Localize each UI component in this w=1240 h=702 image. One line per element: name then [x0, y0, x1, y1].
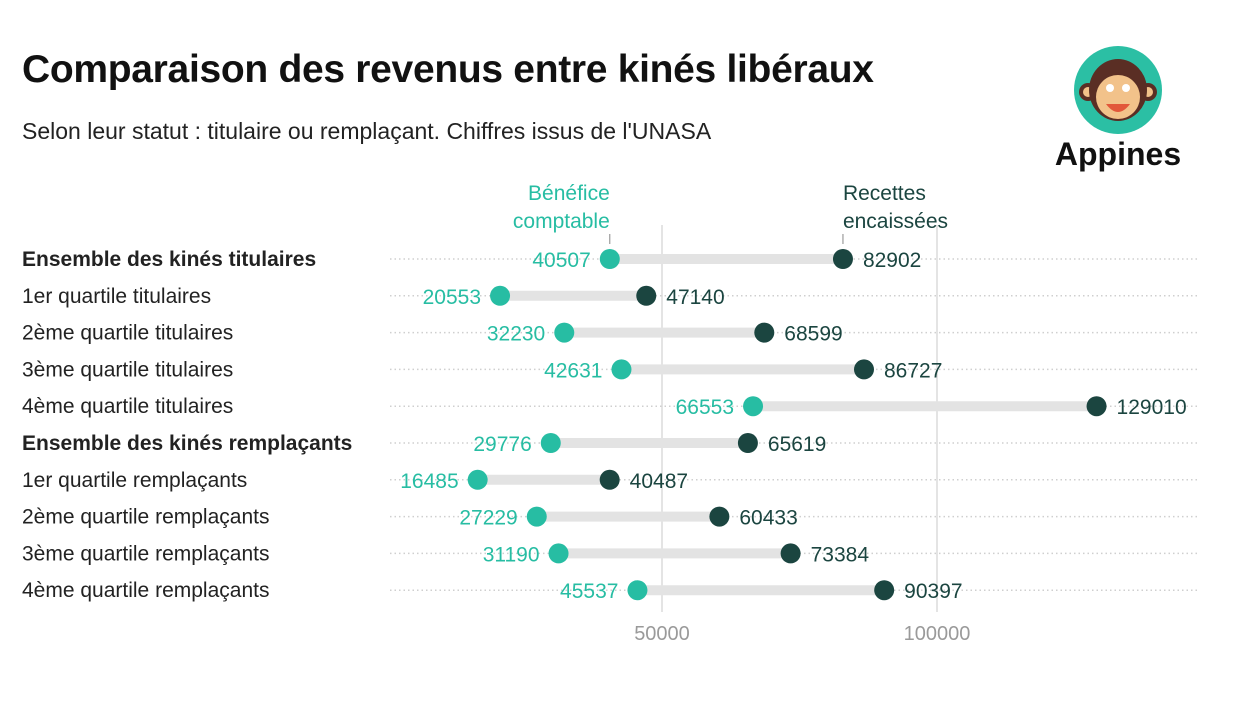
recettes-value-label: 68599 — [784, 323, 842, 346]
recettes-legend-line2: encaissées — [843, 210, 948, 233]
benefice-value-label: 27229 — [459, 507, 517, 530]
benefice-dot — [526, 506, 547, 527]
benefice-value-label: 66553 — [676, 396, 734, 419]
category-label: Ensemble des kinés remplaçants — [22, 432, 352, 455]
recettes-dot — [754, 322, 775, 343]
recettes-value-label: 60433 — [739, 507, 797, 530]
recettes-dot — [874, 580, 895, 601]
benefice-dot — [599, 249, 620, 269]
benefice-dot — [467, 469, 488, 490]
benefice-dot — [627, 580, 648, 601]
benefice-value-label: 32230 — [487, 323, 545, 346]
recettes-value-label: 86727 — [884, 359, 942, 382]
recettes-dot — [853, 359, 874, 380]
recettes-dot — [780, 543, 801, 564]
chart-subtitle: Selon leur statut : titulaire ou remplaç… — [22, 118, 712, 144]
recettes-dot — [1086, 396, 1107, 417]
recettes-value-label: 129010 — [1117, 396, 1187, 419]
logo-text: Appines — [1055, 136, 1181, 172]
recettes-dot — [737, 433, 758, 453]
recettes-dot — [599, 469, 620, 490]
x-tick-label: 100000 — [904, 623, 971, 645]
category-label: 1er quartile titulaires — [22, 285, 211, 308]
x-tick-label: 50000 — [634, 623, 690, 645]
category-label: Ensemble des kinés titulaires — [22, 248, 316, 271]
benefice-dot — [554, 322, 575, 343]
benefice-value-label: 42631 — [544, 359, 602, 382]
benefice-dot — [490, 285, 511, 306]
category-label: 4ème quartile titulaires — [22, 395, 233, 418]
category-label: 1er quartile remplaçants — [22, 469, 247, 492]
category-label: 4ème quartile remplaçants — [22, 579, 269, 602]
benefice-legend-line2: comptable — [513, 210, 610, 233]
benefice-value-label: 29776 — [473, 433, 531, 456]
category-label: 2ème quartile remplaçants — [22, 506, 269, 529]
benefice-value-label: 31190 — [483, 543, 540, 566]
category-label: 3ème quartile remplaçants — [22, 542, 269, 565]
benefice-dot — [743, 396, 764, 417]
chart-title: Comparaison des revenus entre kinés libé… — [22, 48, 874, 91]
benefice-dot — [611, 359, 632, 380]
benefice-value-label: 16485 — [400, 470, 458, 493]
benefice-dot — [540, 433, 561, 453]
recettes-legend-line1: Recettes — [843, 182, 926, 205]
benefice-value-label: 45537 — [560, 580, 618, 603]
recettes-dot — [832, 249, 853, 269]
recettes-value-label: 47140 — [666, 286, 724, 309]
recettes-value-label: 40487 — [630, 470, 688, 493]
category-label: 3ème quartile titulaires — [22, 358, 233, 381]
recettes-value-label: 65619 — [768, 433, 826, 456]
benefice-legend-line1: Bénéfice — [528, 182, 610, 205]
benefice-value-label: 40507 — [532, 249, 590, 272]
recettes-value-label: 82902 — [863, 249, 921, 272]
appines-logo: Appines — [1055, 46, 1181, 172]
recettes-dot — [636, 285, 657, 306]
benefice-dot — [548, 543, 569, 564]
recettes-value-label: 90397 — [904, 580, 962, 603]
recettes-value-label: 73384 — [811, 543, 870, 566]
benefice-value-label: 20553 — [423, 286, 481, 309]
recettes-dot — [709, 506, 730, 527]
category-label: 2ème quartile titulaires — [22, 322, 233, 345]
